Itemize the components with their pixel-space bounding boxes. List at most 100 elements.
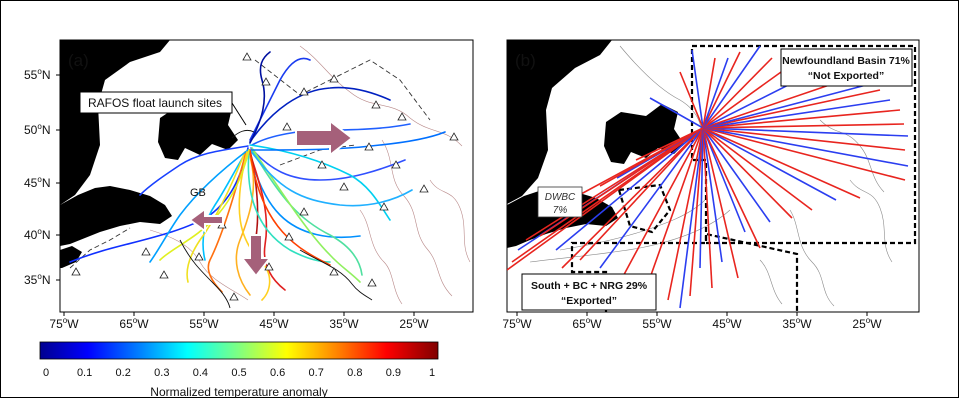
region-boxes xyxy=(570,44,917,312)
trajectory-line-blue xyxy=(702,57,729,129)
south-label-line1: South + BC + NRG 29% xyxy=(531,280,648,292)
south-label-box xyxy=(521,273,657,311)
colorbar-tick-label: 0.7 xyxy=(309,367,324,379)
lon-tick-b-45: 45oW xyxy=(712,316,742,331)
trajectory-line-red xyxy=(702,127,906,181)
arrow-east-icon xyxy=(295,118,354,158)
lat-tick-45: 45oN xyxy=(24,175,50,190)
colorbar-tick-label: 0.2 xyxy=(116,367,131,379)
colorbar-tick-label: 0.3 xyxy=(154,367,169,379)
trajectory-line-red xyxy=(569,127,704,201)
trajectory-line-red xyxy=(702,89,881,129)
labrador-land xyxy=(60,40,170,205)
panel-b-letter: (b) xyxy=(515,51,536,70)
launch-label: RAFOS float launch sites xyxy=(88,96,222,110)
trajectory-line-blue xyxy=(702,127,771,223)
colorbar-tick-label: 1 xyxy=(429,367,435,379)
trajectory-line-red xyxy=(667,127,704,301)
trajectory-line-blue xyxy=(691,49,704,129)
panel-a-letter: (a) xyxy=(68,51,89,70)
newfoundland-label-line1: Newfoundland Basin 71% xyxy=(782,55,910,67)
launch-label-box xyxy=(79,91,233,114)
lat-tick-50: 50oN xyxy=(24,122,50,137)
trajectory-line-blue xyxy=(702,127,746,233)
lon-tick-a-25: 25oW xyxy=(399,316,429,331)
nova-scotia-land xyxy=(60,186,172,246)
gb-label: GB xyxy=(190,187,206,199)
colorbar-tick-label: 0.1 xyxy=(77,367,92,379)
bathymetry-contours xyxy=(149,45,471,305)
trajectory-line-red xyxy=(702,127,739,279)
trajectory-line-red xyxy=(702,51,741,129)
lon-tick-a-65: 65oW xyxy=(119,316,149,331)
arrow-west-icon xyxy=(188,207,224,233)
trajectory-line-red xyxy=(561,127,704,269)
trajectory-line-red xyxy=(702,127,861,199)
trajectory-line-blue xyxy=(702,127,909,137)
float-tracks-black xyxy=(179,129,373,309)
trajectory-line-blue xyxy=(649,97,704,129)
panel-a-lat-axis: 55oN 50oN 45oN 40oN 35oN xyxy=(24,67,60,287)
trajectory-line-red xyxy=(702,127,793,219)
trajectory-line-blue xyxy=(702,127,909,167)
newfoundland-label-box xyxy=(780,48,913,87)
trajectory-line-red xyxy=(702,57,773,129)
lon-tick-b-75: 75oW xyxy=(502,316,532,331)
trajectory-line-blue xyxy=(679,127,704,309)
colorbar-tick-label: 0.5 xyxy=(231,367,246,379)
trajectory-line-blue xyxy=(702,99,891,129)
colorbar-tick-label: 0.9 xyxy=(386,367,401,379)
trajectory-line-blue xyxy=(702,45,761,129)
trajectory-line-red xyxy=(702,57,716,129)
labrador-land-b xyxy=(507,40,612,204)
panel-a-lon-axis: 75oW 65oW 55oW 45oW 35oW 25oW xyxy=(49,312,429,331)
panel-b-lon-axis: 75oW 65oW 55oW 45oW 35oW 25oW xyxy=(502,312,882,331)
trajectory-line-red xyxy=(539,127,704,237)
newfoundland-land xyxy=(158,100,238,160)
lat-tick-40: 40oN xyxy=(24,227,50,242)
trajectory-line-red xyxy=(679,71,704,129)
trajectory-line-blue xyxy=(599,127,704,269)
lon-tick-a-55: 55oW xyxy=(189,316,219,331)
lon-tick-b-65: 65oW xyxy=(572,316,602,331)
lon-tick-b-25: 25oW xyxy=(852,316,882,331)
panel-b: Newfoundland Basin 71% “Not Exported” DW… xyxy=(502,39,920,331)
trajectory-line-red xyxy=(511,127,704,263)
trajectory-line-red xyxy=(689,127,704,297)
colorbar-gradient xyxy=(39,341,439,360)
dwbc-label-box xyxy=(537,186,583,218)
colorbar-ticks: 0 0.1 0.2 0.3 0.4 0.5 0.6 0.7 0.8 0.9 1 xyxy=(43,367,435,379)
radiating-trajectories xyxy=(507,45,909,309)
colorbar-tick-label: 0.8 xyxy=(347,367,362,379)
colorbar: 0 0.1 0.2 0.3 0.4 0.5 0.6 0.7 0.8 0.9 1 Normalized… xyxy=(39,341,439,398)
lon-tick-b-35: 35oW xyxy=(782,316,812,331)
newfoundland-label-line2: “Not Exported” xyxy=(808,70,884,82)
dwbc-label-line1: DWBC xyxy=(545,192,576,203)
trajectory-line-red xyxy=(702,127,906,151)
lat-tick-35: 35oN xyxy=(24,272,50,287)
trajectory-line-blue xyxy=(702,83,871,129)
trajectory-line-red xyxy=(579,127,704,261)
trajectory-line-red xyxy=(702,123,905,129)
newfoundland-basin-box xyxy=(690,44,917,245)
trajectory-line-red xyxy=(702,127,813,211)
dwbc-label-line2: 7% xyxy=(553,205,568,216)
trajectory-line-red xyxy=(702,127,761,249)
trajectory-line-blue xyxy=(555,127,704,251)
lon-tick-a-75: 75oW xyxy=(49,316,79,331)
south-label-line2: “Exported” xyxy=(561,295,617,307)
trajectory-line-blue xyxy=(699,127,704,269)
trajectory-line-red xyxy=(702,127,713,289)
trajectory-line-red xyxy=(644,127,704,293)
lon-tick-a-35: 35oW xyxy=(329,316,359,331)
panel-a: RAFOS float launch sites GB (a) 55oN 50o… xyxy=(24,39,474,398)
trajectory-line-red xyxy=(702,109,901,129)
arrow-south-icon xyxy=(239,234,273,278)
lat-tick-55: 55oN xyxy=(24,67,50,82)
lon-tick-a-45: 45oW xyxy=(259,316,289,331)
trajectory-line-blue xyxy=(702,127,723,263)
float-trajectories xyxy=(69,51,446,301)
us-coast-land xyxy=(60,246,82,268)
launch-label-leader xyxy=(231,102,247,126)
